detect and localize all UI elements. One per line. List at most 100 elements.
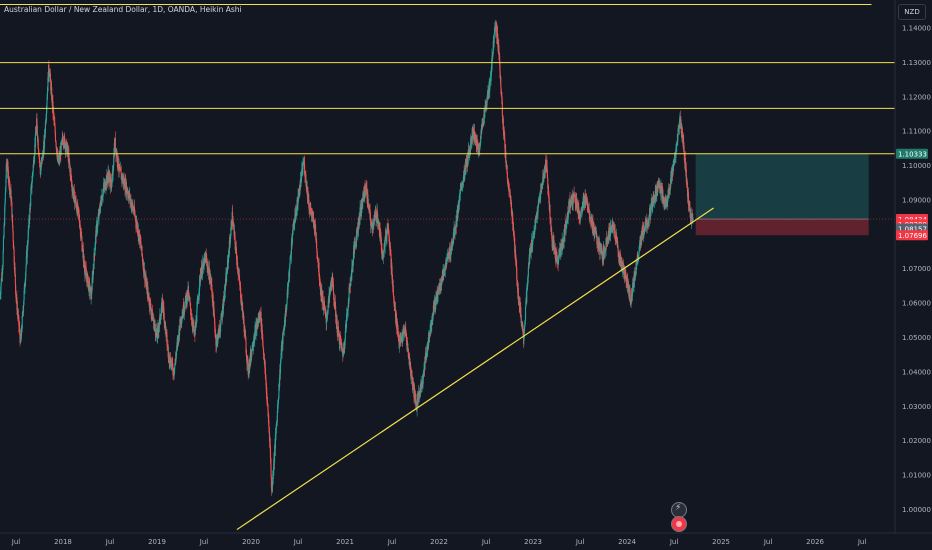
candle-body [134, 213, 136, 217]
candle-body [153, 324, 155, 329]
x-tick-label: Jul [481, 538, 491, 546]
candle-body [339, 336, 341, 345]
candle-body [174, 364, 176, 368]
candle-body [75, 204, 78, 210]
candle-body [477, 145, 479, 151]
candle-body [539, 198, 541, 200]
candle-body [159, 314, 161, 321]
candle-body [0, 285, 2, 294]
x-tick-label: Jul [199, 538, 209, 546]
candle-body [532, 235, 534, 239]
candle-body [564, 230, 566, 235]
candle-body [128, 195, 130, 199]
candle-body [393, 299, 395, 307]
candle-body [336, 322, 338, 324]
candle-body [302, 163, 304, 169]
candle-body [531, 247, 533, 249]
candle-body [244, 333, 246, 337]
candle-body [44, 132, 46, 135]
candle-body [259, 318, 261, 319]
candle-body [362, 193, 364, 203]
candle-body [272, 477, 274, 486]
candle-body [103, 184, 105, 186]
candle-body [245, 352, 247, 356]
candle-body [48, 68, 50, 74]
candle-body [292, 234, 294, 236]
candle-body [121, 175, 124, 182]
candle-body [32, 173, 34, 176]
candle-body [418, 393, 420, 396]
candle-body [299, 187, 301, 195]
currency-button[interactable]: NZD [898, 4, 926, 20]
candle-body [438, 288, 440, 290]
candle-body [177, 336, 179, 345]
candle-body [238, 275, 240, 281]
candle-body [293, 224, 295, 229]
candle-body [541, 185, 543, 187]
candle-body [560, 243, 562, 247]
candle-body [230, 227, 232, 235]
candle-body [201, 266, 203, 275]
candle-body [388, 235, 390, 240]
candle-body [173, 374, 175, 376]
candle-body [678, 125, 680, 129]
candle-body [517, 287, 519, 301]
candle-body [664, 199, 666, 207]
candle-body [563, 229, 565, 243]
candle-body [242, 302, 244, 311]
candle-body [188, 292, 190, 296]
candle-body [676, 141, 678, 145]
candle-body [567, 214, 569, 218]
candle-body [397, 332, 399, 337]
candle-body [327, 312, 329, 314]
candle-body [349, 285, 351, 287]
candle-body [305, 173, 307, 183]
candle-body [314, 221, 316, 232]
candle-body [654, 197, 656, 199]
candle-body [373, 214, 376, 219]
candle-body [414, 398, 416, 400]
candle-body [437, 288, 439, 293]
candle-body [566, 215, 568, 222]
candle-body [593, 231, 596, 236]
candle-body [126, 186, 128, 192]
candle-body [360, 210, 362, 214]
candle-body [344, 330, 346, 340]
candle-body [409, 362, 411, 367]
candle-body [55, 142, 57, 147]
candle-body [550, 230, 553, 235]
candle-body [8, 182, 10, 184]
price-label: 1.07696 [898, 232, 927, 240]
candle-body [244, 326, 246, 337]
candle-body [509, 191, 511, 197]
candle-body [190, 316, 193, 320]
candle-body [662, 191, 664, 200]
candle-body [475, 135, 477, 139]
candle-body [398, 337, 400, 342]
candle-body [464, 171, 466, 180]
candle-body [74, 196, 76, 204]
candle-body [129, 194, 131, 201]
candle-body [109, 176, 111, 178]
candle-body [615, 237, 617, 242]
candle-body [422, 371, 424, 379]
event-icon[interactable] [671, 516, 687, 532]
candle-body [24, 280, 26, 285]
candle-body [667, 189, 669, 199]
candle-body [394, 308, 397, 318]
candle-body [22, 312, 24, 313]
candle-body [20, 334, 22, 342]
candle-body [227, 254, 230, 263]
candle-body [91, 278, 93, 291]
candle-body [658, 185, 660, 189]
candle-body [333, 292, 335, 300]
candle-body [512, 223, 514, 231]
candle-body [514, 237, 516, 245]
candle-body [268, 431, 271, 442]
candle-body [665, 197, 667, 204]
candle-body [363, 193, 365, 200]
candle-body [499, 60, 501, 71]
candle-body [62, 137, 64, 140]
candle-body [143, 262, 145, 274]
